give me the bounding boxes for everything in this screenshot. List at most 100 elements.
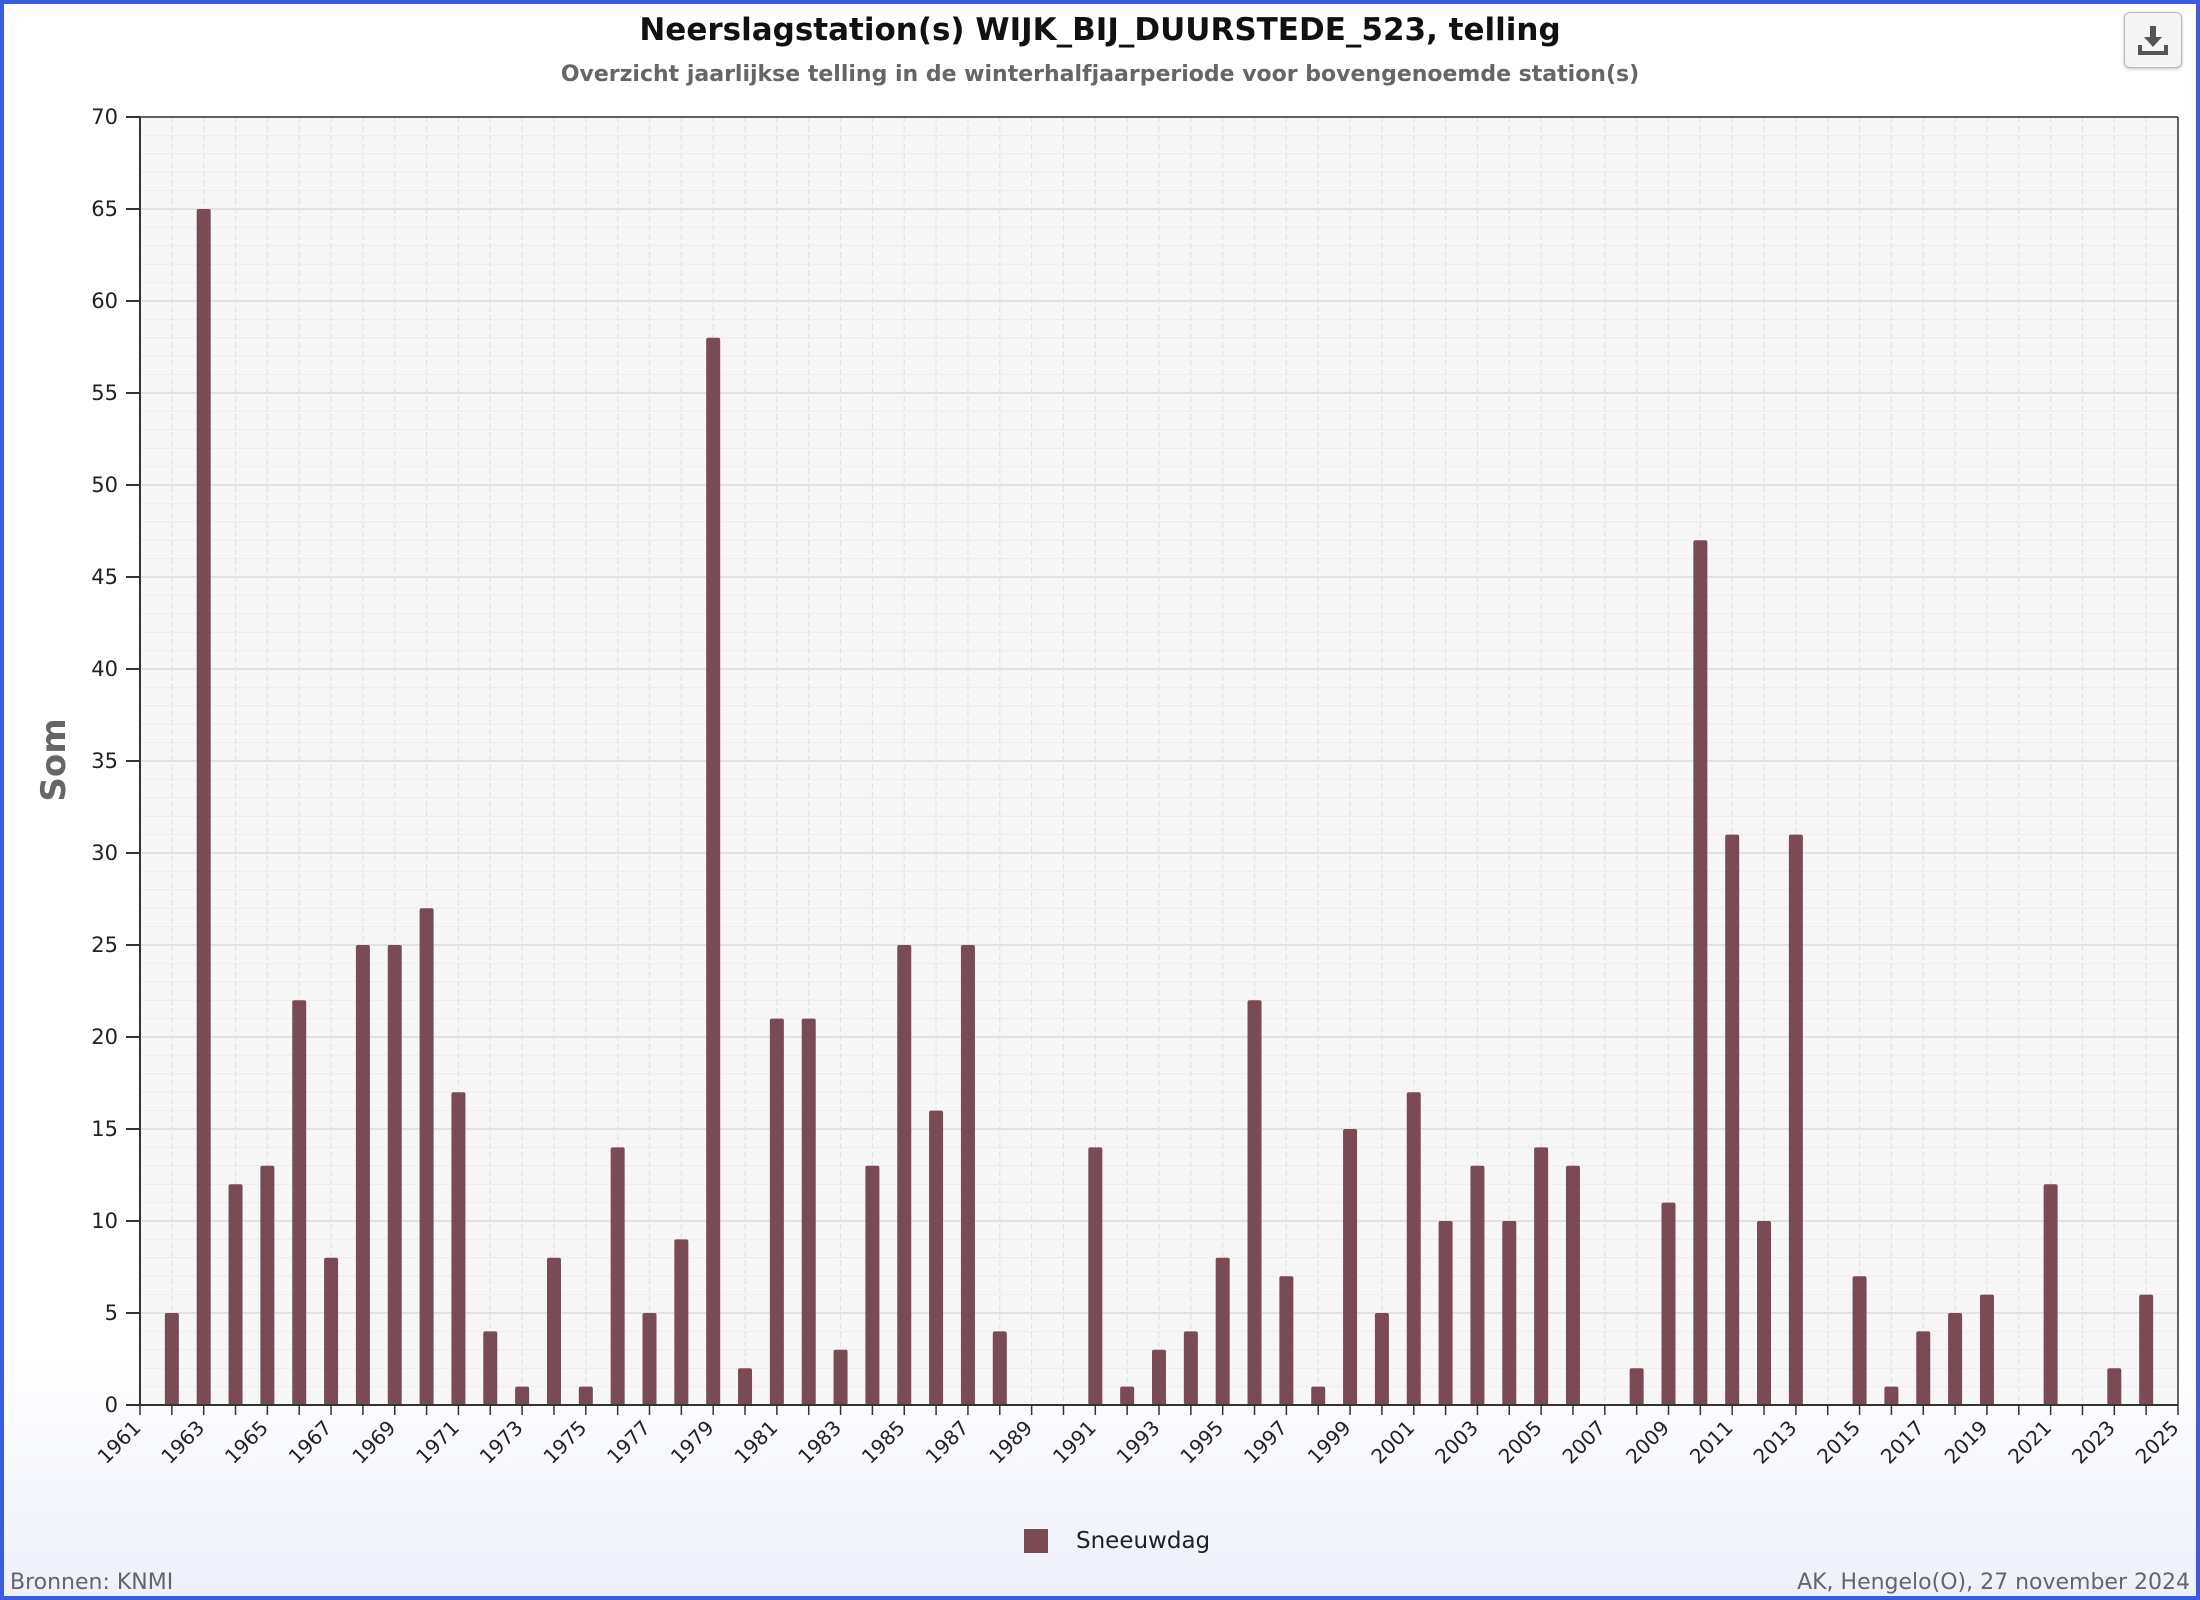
x-tick-label: 2025 xyxy=(2131,1416,2184,1469)
x-tick-label: 1999 xyxy=(1303,1416,1356,1469)
bar xyxy=(960,945,975,1405)
y-tick-label: 30 xyxy=(91,841,118,865)
x-tick-label: 1977 xyxy=(602,1416,655,1469)
y-tick-label: 5 xyxy=(105,1301,118,1325)
bar xyxy=(769,1018,784,1405)
bar xyxy=(1916,1331,1931,1405)
x-tick-label: 2019 xyxy=(1940,1416,1993,1469)
bar xyxy=(1343,1129,1358,1405)
bar xyxy=(324,1257,339,1405)
y-tick-label: 25 xyxy=(91,933,118,957)
bar xyxy=(1247,1000,1262,1405)
bar xyxy=(1693,540,1708,1405)
bar xyxy=(738,1368,753,1405)
bar xyxy=(1725,834,1740,1405)
bar xyxy=(578,1386,593,1405)
bar xyxy=(196,209,211,1405)
x-tick-label: 2021 xyxy=(2003,1416,2056,1469)
bar xyxy=(1661,1202,1676,1405)
bar xyxy=(1534,1147,1549,1405)
bar xyxy=(483,1331,498,1405)
y-tick-label: 70 xyxy=(91,105,118,129)
bar xyxy=(897,945,912,1405)
bar xyxy=(292,1000,307,1405)
bar xyxy=(164,1313,179,1405)
bar xyxy=(801,1018,816,1405)
bar xyxy=(1852,1276,1867,1405)
bar xyxy=(865,1165,880,1405)
bar xyxy=(1374,1313,1389,1405)
bar xyxy=(1629,1368,1644,1405)
x-tick-label: 1993 xyxy=(1112,1416,1165,1469)
x-tick-label: 1961 xyxy=(93,1416,146,1469)
y-tick-label: 65 xyxy=(91,197,118,221)
bar xyxy=(929,1110,944,1405)
download-icon xyxy=(2138,26,2168,55)
bar xyxy=(2107,1368,2122,1405)
y-tick-label: 15 xyxy=(91,1117,118,1141)
y-tick-label: 45 xyxy=(91,565,118,589)
x-tick-label: 1975 xyxy=(538,1416,591,1469)
bar xyxy=(1948,1313,1963,1405)
bar xyxy=(833,1349,848,1405)
bar xyxy=(1788,834,1803,1405)
legend-label: Sneeuwdag xyxy=(1076,1528,1211,1554)
bar xyxy=(1215,1257,1230,1405)
y-tick-label: 10 xyxy=(91,1209,118,1233)
y-tick-label: 50 xyxy=(91,473,118,497)
legend-item-sneeuwdag[interactable]: Sneeuwdag xyxy=(1024,1526,1210,1556)
x-tick-label: 1991 xyxy=(1048,1416,1101,1469)
x-tick-label: 2007 xyxy=(1557,1416,1610,1469)
bar xyxy=(1565,1165,1580,1405)
x-tick-label: 2005 xyxy=(1494,1416,1547,1469)
source-credit: Bronnen: KNMI xyxy=(10,1570,174,1595)
y-tick-label: 60 xyxy=(91,289,118,313)
y-tick-label: 20 xyxy=(91,1025,118,1049)
x-tick-label: 2001 xyxy=(1366,1416,1419,1469)
x-tick-label: 1967 xyxy=(284,1416,337,1469)
bar xyxy=(1183,1331,1198,1405)
legend-swatch xyxy=(1024,1529,1048,1553)
bar xyxy=(1406,1092,1421,1405)
bar xyxy=(1279,1276,1294,1405)
bar xyxy=(1470,1165,1485,1405)
x-tick-label: 1985 xyxy=(857,1416,910,1469)
x-tick-label: 1971 xyxy=(411,1416,464,1469)
x-tick-label: 1963 xyxy=(156,1416,209,1469)
bar xyxy=(992,1331,1007,1405)
bar xyxy=(2043,1184,2058,1405)
bar xyxy=(228,1184,243,1405)
bar xyxy=(642,1313,657,1405)
bar xyxy=(546,1257,561,1405)
bar xyxy=(1979,1294,1994,1405)
bar xyxy=(451,1092,466,1405)
bar xyxy=(387,945,402,1405)
download-button[interactable] xyxy=(2124,12,2182,68)
bar xyxy=(419,908,434,1405)
x-tick-label: 1987 xyxy=(921,1416,974,1469)
x-tick-label: 1979 xyxy=(666,1416,719,1469)
x-tick-label: 1989 xyxy=(984,1416,1037,1469)
bar xyxy=(1438,1221,1453,1405)
bar xyxy=(1311,1386,1326,1405)
chart-title: Neerslagstation(s) WIJK_BIJ_DUURSTEDE_52… xyxy=(639,12,1561,48)
x-tick-label: 2003 xyxy=(1430,1416,1483,1469)
chart-subtitle: Overzicht jaarlijkse telling in de winte… xyxy=(560,62,1640,87)
x-tick-label: 1965 xyxy=(220,1416,273,1469)
y-tick-label: 35 xyxy=(91,749,118,773)
x-tick-label: 2015 xyxy=(1812,1416,1865,1469)
x-tick-label: 1973 xyxy=(475,1416,528,1469)
x-tick-label: 1997 xyxy=(1239,1416,1292,1469)
y-tick-label: 40 xyxy=(91,657,118,681)
bar xyxy=(355,945,370,1405)
x-tick-label: 2023 xyxy=(2067,1416,2120,1469)
bar xyxy=(2139,1294,2154,1405)
bar xyxy=(706,337,721,1405)
x-tick-label: 1983 xyxy=(793,1416,846,1469)
x-tick-label: 1981 xyxy=(729,1416,782,1469)
bar xyxy=(1088,1147,1103,1405)
bar xyxy=(515,1386,530,1405)
x-tick-label: 2013 xyxy=(1748,1416,1801,1469)
x-tick-label: 1969 xyxy=(347,1416,400,1469)
